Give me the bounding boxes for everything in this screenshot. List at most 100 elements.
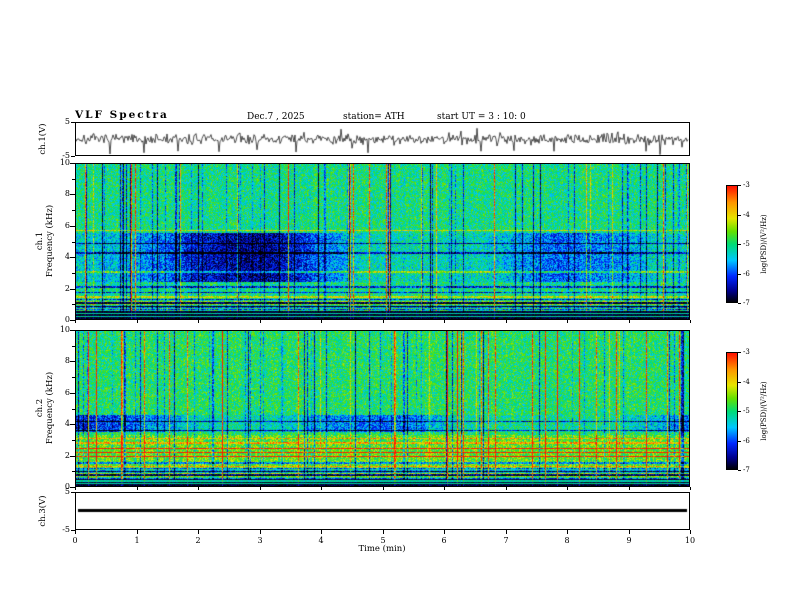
axis-tick xyxy=(70,393,75,394)
axis-tick xyxy=(738,352,741,353)
axis-tick xyxy=(70,361,75,362)
x-tick-label: 4 xyxy=(318,536,324,545)
axis-tick xyxy=(629,320,630,323)
axis-tick xyxy=(71,492,75,493)
axis-tick xyxy=(738,470,741,471)
ch2-frequency-axis-label: ch.2 Frequency (kHz) xyxy=(35,371,56,445)
colorbar-ch1 xyxy=(726,185,738,303)
axis-tick xyxy=(72,304,75,305)
axis-tick xyxy=(72,377,75,378)
colorbar-tick-label: -5 xyxy=(743,407,750,415)
start-ut-label: start UT = 3 : 10: 0 xyxy=(437,112,526,122)
x-tick-label: 6 xyxy=(441,536,447,545)
axis-tick xyxy=(75,530,76,534)
colorbar1-label: log(PSD)/(V²/Hz) xyxy=(759,214,768,274)
ch1-spectrogram-panel xyxy=(75,163,690,320)
axis-tick xyxy=(690,530,691,534)
axis-label-line: Frequency (kHz) xyxy=(45,371,55,445)
ch1-voltage-axis-label: ch.1(V) xyxy=(38,123,49,155)
axis-tick xyxy=(72,242,75,243)
ch3-waveform-panel xyxy=(75,492,690,530)
y-tick-label: -5 xyxy=(62,525,70,534)
axis-tick xyxy=(70,330,75,331)
axis-tick xyxy=(137,487,138,490)
figure-title: VLF Spectra xyxy=(75,109,169,121)
axis-tick xyxy=(260,320,261,323)
colorbar-tick-label: -5 xyxy=(743,240,750,248)
y-tick-label: 0 xyxy=(64,315,70,324)
y-tick-label: 2 xyxy=(64,283,70,293)
x-tick-label: 2 xyxy=(195,536,201,545)
y-tick-label: 0 xyxy=(64,482,70,491)
axis-tick xyxy=(75,320,76,323)
colorbar-tick-label: -6 xyxy=(743,437,750,445)
y-tick-label: -5 xyxy=(62,151,70,160)
axis-tick xyxy=(198,320,199,323)
axis-tick xyxy=(70,226,75,227)
x-tick-label: 7 xyxy=(503,536,509,545)
axis-tick xyxy=(75,487,76,490)
axis-tick xyxy=(72,409,75,410)
y-tick-label: 5 xyxy=(64,117,70,126)
y-tick-label: 6 xyxy=(64,220,70,230)
axis-tick xyxy=(383,530,384,534)
axis-tick xyxy=(72,210,75,211)
axis-tick xyxy=(321,320,322,323)
axis-tick xyxy=(72,440,75,441)
axis-tick xyxy=(738,441,741,442)
ch2-spectrogram-panel xyxy=(75,330,690,487)
colorbar-ch2 xyxy=(726,352,738,470)
axis-tick xyxy=(72,273,75,274)
axis-tick xyxy=(738,303,741,304)
axis-tick xyxy=(567,320,568,323)
axis-tick xyxy=(506,320,507,323)
date-label: Dec.7 , 2025 xyxy=(247,112,305,122)
y-tick-label: 10 xyxy=(59,158,70,167)
axis-tick xyxy=(567,487,568,490)
x-tick-label: 9 xyxy=(626,536,632,545)
y-tick-label: 4 xyxy=(64,419,70,429)
axis-tick xyxy=(690,487,691,490)
axis-tick xyxy=(738,215,741,216)
y-tick-label: 8 xyxy=(64,189,70,199)
axis-tick xyxy=(72,179,75,180)
axis-tick xyxy=(70,163,75,164)
axis-tick xyxy=(70,320,75,321)
axis-tick xyxy=(198,487,199,490)
colorbar-tick-label: -4 xyxy=(743,211,750,219)
axis-tick xyxy=(738,382,741,383)
colorbar-ch2-canvas xyxy=(727,353,737,469)
axis-tick xyxy=(71,122,75,123)
x-tick-label: 5 xyxy=(380,536,386,545)
axis-tick xyxy=(738,185,741,186)
ch1-waveform-canvas xyxy=(76,123,689,155)
ch1-waveform-panel xyxy=(75,122,690,156)
axis-tick xyxy=(444,487,445,490)
axis-tick xyxy=(383,320,384,323)
axis-tick xyxy=(72,346,75,347)
axis-tick xyxy=(72,471,75,472)
y-tick-label: 6 xyxy=(64,387,70,397)
axis-tick xyxy=(70,456,75,457)
x-tick-label: 3 xyxy=(257,536,263,545)
axis-tick xyxy=(567,530,568,534)
axis-tick xyxy=(383,487,384,490)
axis-tick xyxy=(70,289,75,290)
station-label: station= ATH xyxy=(343,112,405,122)
axis-tick xyxy=(738,274,741,275)
axis-tick xyxy=(71,530,75,531)
ch3-waveform-canvas xyxy=(76,493,689,529)
axis-tick xyxy=(70,257,75,258)
x-tick-label: 0 xyxy=(72,536,78,545)
y-tick-label: 5 xyxy=(64,487,70,496)
ch3-voltage-axis-label: ch.3(V) xyxy=(38,495,49,527)
axis-tick xyxy=(629,487,630,490)
axis-tick xyxy=(321,487,322,490)
y-tick-label: 2 xyxy=(64,450,70,460)
axis-tick xyxy=(629,530,630,534)
axis-tick xyxy=(70,194,75,195)
axis-tick xyxy=(506,530,507,534)
ch1-spectrogram-canvas xyxy=(76,164,689,319)
axis-tick xyxy=(71,156,75,157)
axis-tick xyxy=(70,424,75,425)
